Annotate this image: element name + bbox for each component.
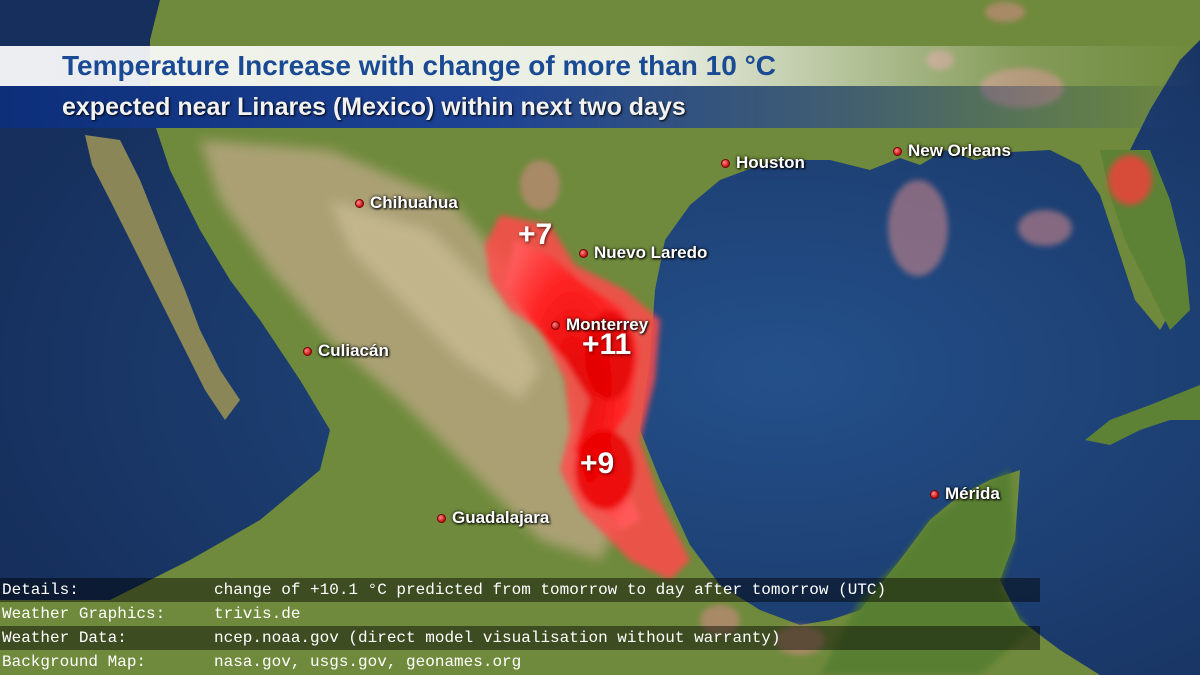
landmass-cuba xyxy=(1085,385,1200,445)
heat-region xyxy=(485,215,690,580)
subtitle-bar xyxy=(0,86,1200,128)
city-dot xyxy=(303,346,312,356)
city-dot xyxy=(930,489,939,499)
footer-row-data: Weather Data: ncep.noaa.gov (direct mode… xyxy=(0,626,1040,650)
city-label: New Orleans xyxy=(908,141,1011,160)
city-dot xyxy=(579,248,588,258)
anomaly-label-plus-11: +11 xyxy=(582,328,632,361)
footer-key: Details: xyxy=(2,581,79,599)
city-label: Houston xyxy=(736,153,805,172)
city-marker-chihuahua: Chihuahua xyxy=(355,193,458,213)
city-label: Monterrey xyxy=(566,315,649,334)
footer-value: trivis.de xyxy=(214,605,301,623)
footer-key: Weather Data: xyxy=(2,629,127,647)
city-dot xyxy=(893,146,902,156)
footer-value: ncep.noaa.gov (direct model visualisatio… xyxy=(214,629,781,647)
highlands xyxy=(200,140,620,560)
city-dot xyxy=(721,158,730,168)
anomaly-label-plus-7: +7 xyxy=(518,218,553,251)
landmass-baja xyxy=(85,135,240,420)
city-marker-monterrey: Monterrey xyxy=(551,315,648,335)
footer-key: Background Map: xyxy=(2,653,147,671)
info-footer: Details: change of +10.1 °C predicted fr… xyxy=(0,578,1040,674)
city-label: Guadalajara xyxy=(452,508,550,527)
footer-row-graphics: Weather Graphics: trivis.de xyxy=(0,602,1040,626)
anomaly-label-plus-9: +9 xyxy=(580,447,615,480)
title-bar xyxy=(0,46,1200,86)
city-label: Mérida xyxy=(945,484,1000,503)
city-label: Culiacán xyxy=(318,341,389,360)
city-marker-merida: Mérida xyxy=(930,484,1000,504)
page-subtitle: expected near Linares (Mexico) within ne… xyxy=(62,93,686,121)
footer-row-map: Background Map: nasa.gov, usgs.gov, geon… xyxy=(0,650,1040,674)
city-dot xyxy=(551,320,560,330)
city-label: Chihuahua xyxy=(370,193,458,212)
city-label: Nuevo Laredo xyxy=(594,243,708,262)
city-marker-nuevo-laredo: Nuevo Laredo xyxy=(579,243,707,263)
city-marker-new-orleans: New Orleans xyxy=(893,141,1011,161)
page-title: Temperature Increase with change of more… xyxy=(62,50,776,81)
city-marker-houston: Houston xyxy=(721,153,805,173)
footer-value: nasa.gov, usgs.gov, geonames.org xyxy=(214,653,522,671)
city-dot xyxy=(355,198,364,208)
city-marker-culiacan: Culiacán xyxy=(303,341,389,361)
city-dot xyxy=(437,513,446,523)
footer-row-details: Details: change of +10.1 °C predicted fr… xyxy=(0,578,1040,602)
footer-key: Weather Graphics: xyxy=(2,605,166,623)
footer-value: change of +10.1 °C predicted from tomorr… xyxy=(214,581,887,599)
city-marker-guadalajara: Guadalajara xyxy=(437,508,549,528)
